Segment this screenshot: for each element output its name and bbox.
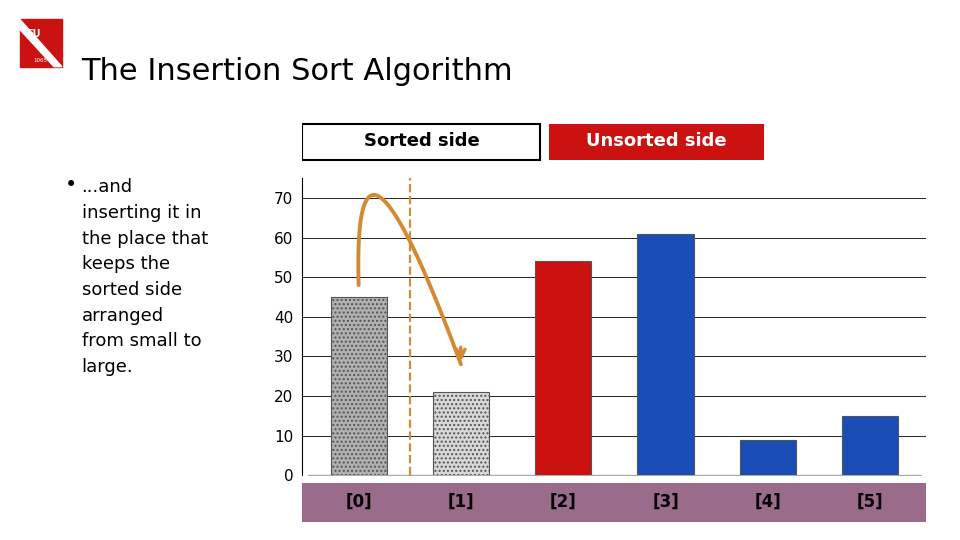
Polygon shape [19, 19, 61, 67]
Bar [535, 261, 591, 475]
Text: ...and
inserting it in
the place that
keeps the
sorted side
arranged
from small : ...and inserting it in the place that ke… [82, 178, 208, 376]
Text: The Insertion Sort Algorithm: The Insertion Sort Algorithm [82, 57, 514, 86]
Text: EU: EU [26, 29, 40, 39]
Text: [3]: [3] [652, 493, 679, 511]
Text: Unsorted side: Unsorted side [587, 132, 727, 150]
Text: Sorted side: Sorted side [364, 132, 479, 150]
Text: •: • [65, 176, 78, 195]
Bar [433, 392, 489, 475]
Bar [330, 297, 387, 475]
Text: [2]: [2] [550, 493, 577, 511]
Bar [842, 416, 899, 475]
Text: [0]: [0] [346, 493, 372, 511]
Bar [302, 124, 540, 160]
Bar [19, 19, 61, 67]
Text: [1]: [1] [447, 493, 474, 511]
Text: [5]: [5] [857, 493, 883, 511]
Bar [637, 234, 694, 475]
Bar [549, 124, 764, 160]
Text: [4]: [4] [755, 493, 781, 511]
Text: 1065: 1065 [34, 58, 48, 63]
Bar [740, 440, 796, 475]
